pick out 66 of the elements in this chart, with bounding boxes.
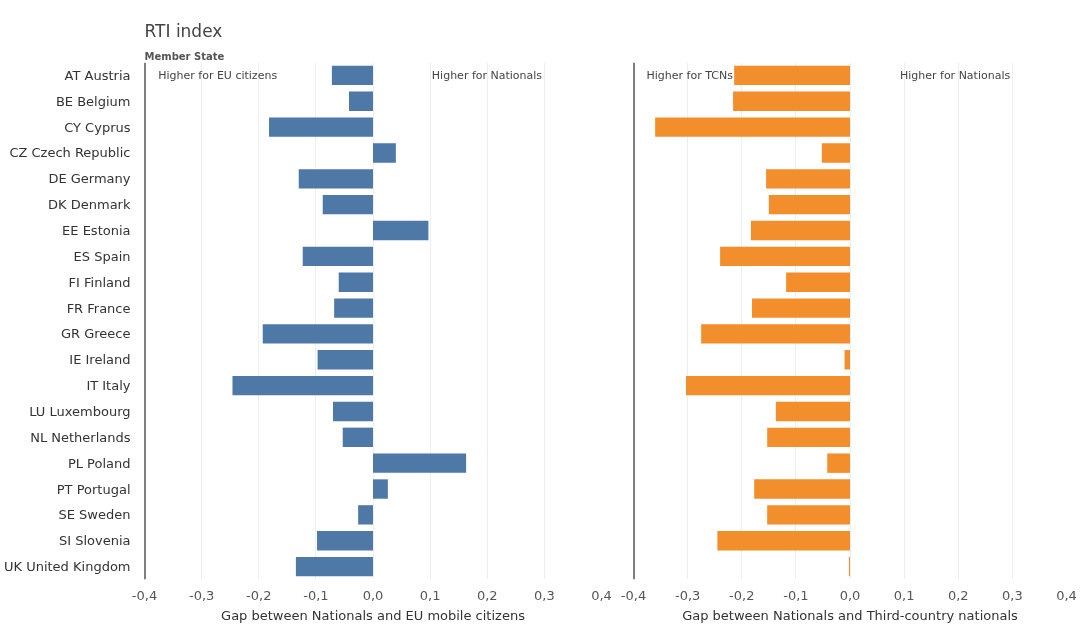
- annotation: Higher for EU citizens: [158, 68, 278, 82]
- x-tick-label: 0,1: [419, 587, 441, 603]
- bar: [373, 479, 388, 499]
- y-tick-label: LU Luxembourg: [29, 403, 131, 419]
- bar: [349, 91, 373, 111]
- y-tick-label: ES Spain: [73, 248, 131, 264]
- y-tick-label: IE Ireland: [69, 352, 131, 368]
- bar: [317, 350, 373, 370]
- bar: [373, 220, 429, 241]
- x-tick-label: -0,4: [131, 587, 158, 603]
- y-tick-label: FI Finland: [68, 274, 131, 290]
- bar: [342, 427, 373, 448]
- x-axis-title: Gap between Nationals and Third-country nationals: [682, 607, 1019, 623]
- y-tick-label: IT Italy: [86, 378, 131, 394]
- x-tick-label: 0,2: [947, 587, 969, 603]
- bar: [333, 401, 373, 422]
- x-tick-label: 0,3: [1002, 587, 1023, 603]
- x-tick-label: 0,1: [893, 587, 915, 603]
- y-tick-label: FR France: [66, 300, 131, 316]
- bar: [373, 143, 396, 163]
- bar: [358, 505, 373, 525]
- y-tick-label: BE Belgium: [55, 93, 131, 109]
- y-tick-label: SI Slovenia: [58, 533, 131, 549]
- y-axis-title: Member State: [144, 50, 225, 62]
- y-tick-label: GR Greece: [60, 326, 131, 342]
- bar: [373, 453, 467, 473]
- y-tick-label: PL Poland: [67, 455, 131, 471]
- y-tick-label: NL Netherlands: [30, 429, 131, 445]
- bar: [302, 246, 373, 267]
- bar: [232, 375, 373, 396]
- x-tick-label: -0,1: [783, 587, 809, 603]
- bar: [334, 298, 373, 318]
- x-tick-label: -0,3: [674, 587, 701, 603]
- y-tick-label: CY Cyprus: [64, 119, 131, 135]
- x-tick-label: -0,3: [188, 587, 215, 603]
- chart-title: RTI index: [144, 20, 223, 41]
- annotation: Higher for Nationals: [899, 68, 1011, 82]
- x-tick-label: -0,2: [246, 587, 272, 603]
- y-tick-label: SE Sweden: [58, 507, 131, 523]
- bar: [269, 117, 373, 137]
- x-tick-label: -0,4: [620, 587, 647, 603]
- y-tick-label: CZ Czech Republic: [9, 145, 131, 161]
- annotation: Higher for Nationals: [431, 68, 543, 82]
- bar: [317, 531, 373, 551]
- x-tick-label: 0,4: [591, 587, 612, 603]
- x-tick-label: -0,2: [729, 587, 755, 603]
- annotation: Higher for TCNs: [646, 68, 734, 82]
- bar: [331, 65, 373, 86]
- bar: [322, 194, 373, 215]
- y-tick-label: DE Germany: [48, 171, 131, 187]
- x-axis-title: Gap between Nationals and EU mobile citizens: [221, 607, 526, 623]
- bar: [262, 324, 373, 344]
- x-tick-label: -0,1: [303, 587, 329, 603]
- y-tick-label: AT Austria: [64, 67, 131, 83]
- y-tick-label: EE Estonia: [62, 223, 131, 239]
- x-tick-label: 0,0: [839, 587, 861, 603]
- bar: [338, 272, 373, 292]
- y-tick-label: UK United Kingdom: [3, 559, 131, 575]
- x-tick-label: 0,2: [476, 587, 498, 603]
- y-tick-label: PT Portugal: [56, 481, 131, 497]
- bar: [295, 556, 373, 577]
- y-tick-label: DK Denmark: [48, 197, 131, 213]
- x-tick-label: 0,3: [534, 587, 555, 603]
- x-tick-label: 0,4: [1056, 587, 1077, 603]
- bar: [298, 169, 373, 189]
- x-tick-label: 0,0: [362, 587, 384, 603]
